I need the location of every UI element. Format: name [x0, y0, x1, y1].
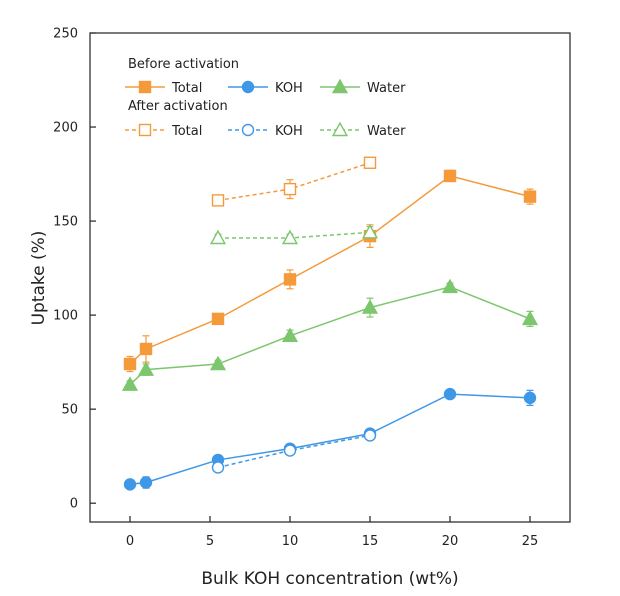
data-point-before-water	[441, 278, 459, 294]
legend-heading: Before activation	[128, 57, 239, 72]
y-tick-label: 200	[53, 121, 78, 136]
legend-marker-water	[331, 121, 349, 137]
data-point-after-water	[361, 224, 379, 239]
legend-label-total: Total	[171, 124, 202, 139]
x-tick-label: 5	[206, 534, 214, 549]
data-point-before-total	[443, 169, 457, 183]
series-after-water	[209, 224, 379, 245]
x-tick-label: 25	[522, 534, 539, 549]
y-tick-label: 50	[61, 403, 78, 418]
data-point-after-total	[211, 194, 225, 207]
data-point-after-total	[283, 182, 297, 196]
y-tick-label: 0	[70, 497, 78, 512]
legend-marker-total	[138, 80, 152, 94]
data-point-after-koh	[283, 444, 297, 457]
legend-marker-total	[138, 123, 152, 137]
data-point-before-koh	[123, 478, 137, 491]
data-point-after-water	[281, 229, 299, 245]
y-axis-title: Uptake (%)	[29, 231, 49, 326]
legend-marker-water	[331, 78, 349, 94]
plot-area	[89, 32, 571, 523]
data-point-before-water	[361, 299, 379, 314]
data-point-after-koh	[211, 461, 225, 474]
data-point-before-water	[521, 310, 539, 326]
data-point-before-total	[523, 190, 537, 203]
legend-heading: After activation	[128, 99, 228, 114]
legend-marker-koh	[241, 80, 255, 94]
x-tick-label: 0	[126, 534, 134, 549]
series-line-before-koh	[129, 393, 531, 486]
legend-marker-koh	[241, 123, 255, 137]
series-line-before-total	[129, 175, 531, 365]
data-point-before-koh	[443, 387, 457, 401]
data-point-before-koh	[523, 391, 537, 405]
series-before-koh	[123, 387, 537, 491]
series-after-koh	[211, 429, 377, 474]
series-before-total	[123, 169, 537, 373]
y-tick-label: 100	[53, 309, 78, 324]
series-line-before-water	[129, 286, 531, 386]
x-axis-title: Bulk KOH concentration (wt%)	[201, 569, 458, 589]
data-point-before-total	[283, 273, 297, 286]
data-point-before-water	[137, 361, 155, 376]
data-point-before-total	[211, 312, 225, 326]
legend-label-koh: KOH	[275, 81, 303, 96]
data-point-before-water	[281, 327, 299, 343]
data-point-after-total	[363, 156, 377, 169]
data-point-before-koh	[139, 476, 153, 489]
data-point-before-water	[121, 376, 139, 391]
data-point-before-water	[209, 355, 227, 371]
data-point-after-water	[209, 229, 227, 245]
data-point-after-koh	[363, 429, 377, 442]
y-tick-label: 250	[53, 27, 78, 42]
legend-label-water: Water	[367, 124, 406, 139]
y-tick-label: 150	[53, 215, 78, 230]
x-tick-label: 20	[442, 534, 459, 549]
x-tick-label: 15	[362, 534, 379, 549]
x-tick-label: 10	[282, 534, 299, 549]
series-before-water	[121, 278, 539, 391]
data-point-before-total	[139, 342, 153, 356]
legend-label-total: Total	[171, 81, 202, 96]
data-point-before-total	[123, 357, 137, 371]
legend-label-koh: KOH	[275, 124, 303, 139]
series-after-total	[211, 156, 377, 207]
legend-label-water: Water	[367, 81, 406, 96]
